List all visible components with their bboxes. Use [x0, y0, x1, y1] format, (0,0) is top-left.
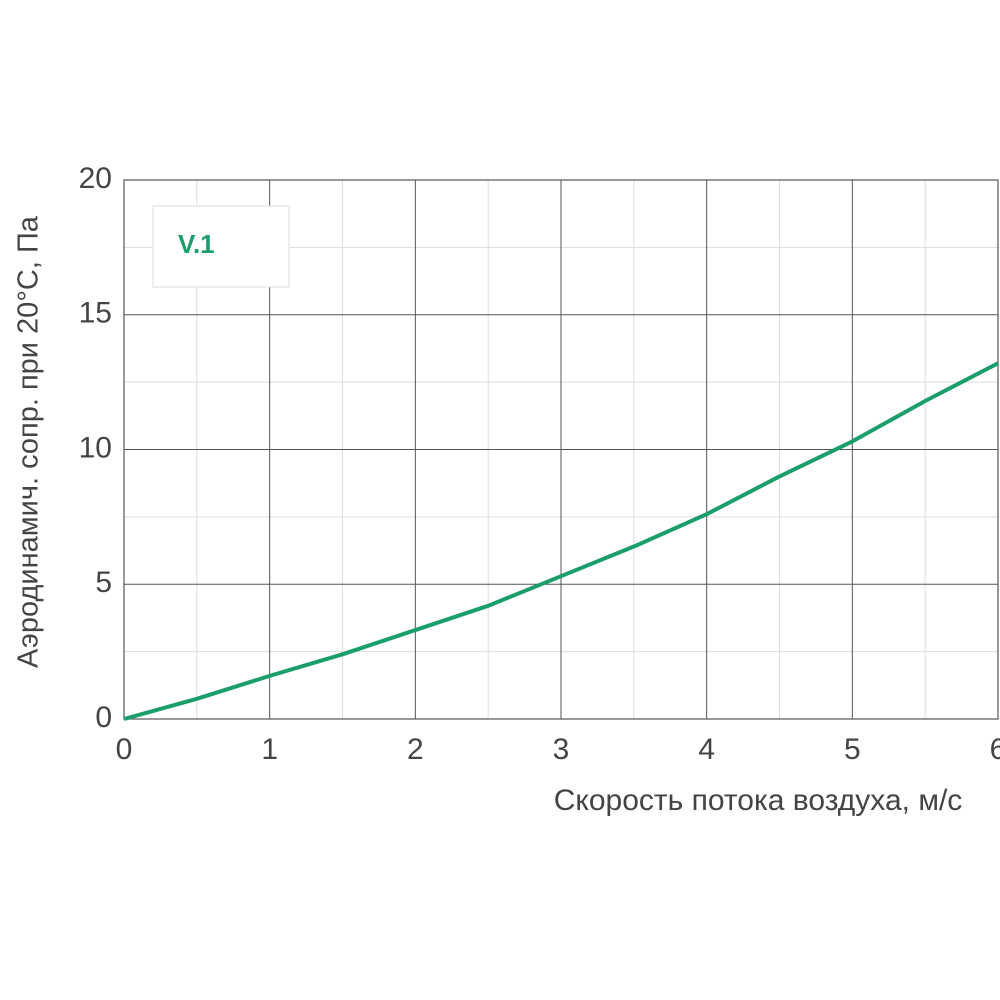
x-axis-label: Скорость потока воздуха, м/с — [554, 784, 963, 817]
x-tick-label: 3 — [553, 733, 570, 766]
y-tick-label: 20 — [79, 162, 112, 195]
x-tick-label: 0 — [116, 733, 133, 766]
y-tick-label: 5 — [95, 566, 112, 599]
y-axis-label: Аэродинамич. сопр. при 20°C, Па — [13, 215, 45, 668]
x-tick-label: 5 — [844, 733, 861, 766]
x-tick-label: 6 — [990, 733, 1000, 766]
y-tick-label: 15 — [79, 297, 112, 330]
x-tick-label: 2 — [407, 733, 424, 766]
legend-box — [152, 205, 290, 288]
y-tick-label: 10 — [79, 431, 112, 464]
y-tick-label: 0 — [95, 701, 112, 734]
x-tick-label: 1 — [261, 733, 278, 766]
data-line — [123, 361, 999, 721]
x-tick-label: 4 — [698, 733, 715, 766]
legend-label: V.1 — [178, 229, 215, 259]
plot-frame — [123, 179, 999, 720]
